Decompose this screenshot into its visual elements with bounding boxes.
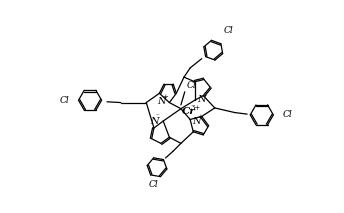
Text: Cl: Cl [282,110,292,119]
Text: Cl: Cl [186,81,196,90]
Text: ⁻: ⁻ [193,79,197,87]
Text: 3+: 3+ [191,104,201,112]
Text: ⁻: ⁻ [156,113,160,121]
Text: N: N [192,117,201,126]
Text: N: N [158,97,166,106]
Text: ⁻: ⁻ [204,91,207,99]
Text: N: N [150,117,158,126]
Text: +: + [197,113,203,121]
Text: Cr: Cr [182,106,195,115]
Text: Cl: Cl [224,26,234,35]
Text: +: + [163,93,169,101]
Text: Cl: Cl [148,180,158,189]
Text: N: N [197,95,206,104]
Text: Cl: Cl [60,96,69,105]
